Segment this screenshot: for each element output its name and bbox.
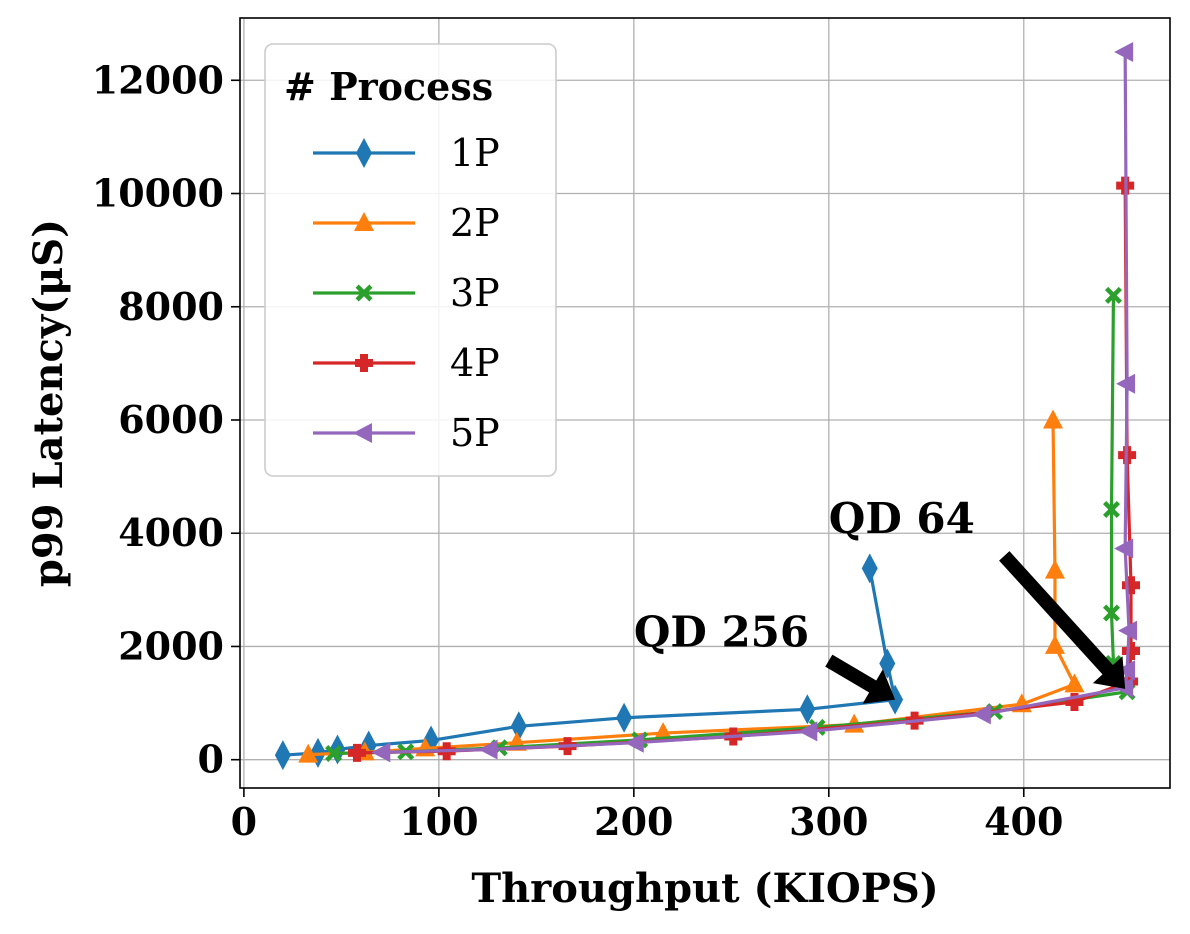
data-point bbox=[1044, 634, 1065, 654]
x-tick-label: 200 bbox=[594, 799, 673, 844]
data-point bbox=[347, 743, 366, 762]
data-point bbox=[1043, 409, 1064, 429]
data-point bbox=[1116, 373, 1136, 394]
data-point bbox=[1122, 576, 1141, 595]
legend-marker bbox=[355, 354, 373, 372]
data-point bbox=[1103, 604, 1121, 622]
series-5P bbox=[371, 41, 1138, 763]
data-point bbox=[1044, 559, 1065, 579]
plot-frame bbox=[239, 17, 1171, 789]
data-point bbox=[1114, 41, 1134, 62]
x-tick-label: 300 bbox=[789, 799, 868, 844]
annotation-label: QD 256 bbox=[634, 607, 809, 656]
data-point bbox=[798, 721, 818, 742]
legend-label: 2P bbox=[450, 201, 500, 245]
x-tick-label: 400 bbox=[984, 799, 1063, 844]
data-point bbox=[274, 740, 291, 771]
data-point bbox=[624, 732, 644, 753]
x-axis-title: Throughput (KIOPS) bbox=[471, 865, 938, 912]
data-point bbox=[1104, 286, 1122, 304]
legend-marker bbox=[354, 212, 374, 231]
legend: # Process 1P 2P 3P 4P 5P bbox=[264, 43, 557, 477]
y-tick-label: 4000 bbox=[118, 510, 224, 555]
data-point bbox=[1116, 660, 1136, 681]
legend-label: 5P bbox=[450, 411, 500, 455]
data-point bbox=[799, 694, 816, 725]
legend-entry-4P: 4P bbox=[313, 341, 500, 385]
y-tick-label: 12000 bbox=[92, 57, 224, 102]
y-tick-label: 10000 bbox=[92, 171, 224, 216]
annotation: QD 64 bbox=[829, 494, 1126, 689]
x-tick-label: 100 bbox=[399, 799, 478, 844]
legend-title: # Process bbox=[284, 64, 493, 109]
data-point bbox=[1064, 673, 1085, 693]
data-point bbox=[1103, 500, 1121, 518]
y-axis-title: p99 Latency(μS) bbox=[25, 219, 72, 587]
legend-marker bbox=[353, 423, 372, 443]
data-point bbox=[861, 553, 878, 584]
data-point bbox=[325, 744, 343, 762]
annotation-layer: QD 256 QD 64 bbox=[634, 494, 1126, 704]
annotation-arrow bbox=[999, 551, 1126, 689]
data-point bbox=[1114, 538, 1134, 559]
series-layer bbox=[274, 41, 1141, 771]
y-tick-label: 2000 bbox=[118, 623, 224, 668]
data-point bbox=[1065, 692, 1084, 711]
legend-label: 3P bbox=[450, 271, 500, 315]
series-1P bbox=[274, 553, 904, 771]
legend-marker bbox=[356, 138, 372, 168]
legend-entry-1P: 1P bbox=[313, 131, 500, 175]
y-tick-label: 0 bbox=[198, 737, 224, 782]
annotation-label: QD 64 bbox=[829, 494, 975, 543]
data-point bbox=[298, 743, 319, 763]
data-point bbox=[616, 702, 633, 733]
legend-marker bbox=[355, 284, 373, 302]
legend-entry-5P: 5P bbox=[313, 411, 500, 455]
legend-label: 4P bbox=[450, 341, 500, 385]
legend-entry-2P: 2P bbox=[313, 201, 500, 245]
y-tick-label: 6000 bbox=[118, 397, 224, 442]
data-point bbox=[971, 704, 991, 725]
data-point bbox=[371, 742, 391, 763]
data-point bbox=[1118, 620, 1138, 641]
annotation: QD 256 bbox=[634, 607, 896, 704]
data-point bbox=[478, 739, 498, 760]
data-point bbox=[510, 711, 527, 742]
x-tick-label: 0 bbox=[231, 799, 257, 844]
annotation-arrow bbox=[825, 654, 896, 704]
data-point bbox=[1122, 641, 1141, 660]
legend-entry-3P: 3P bbox=[313, 271, 500, 315]
y-tick-label: 8000 bbox=[118, 284, 224, 329]
legend-label: 1P bbox=[450, 131, 500, 175]
